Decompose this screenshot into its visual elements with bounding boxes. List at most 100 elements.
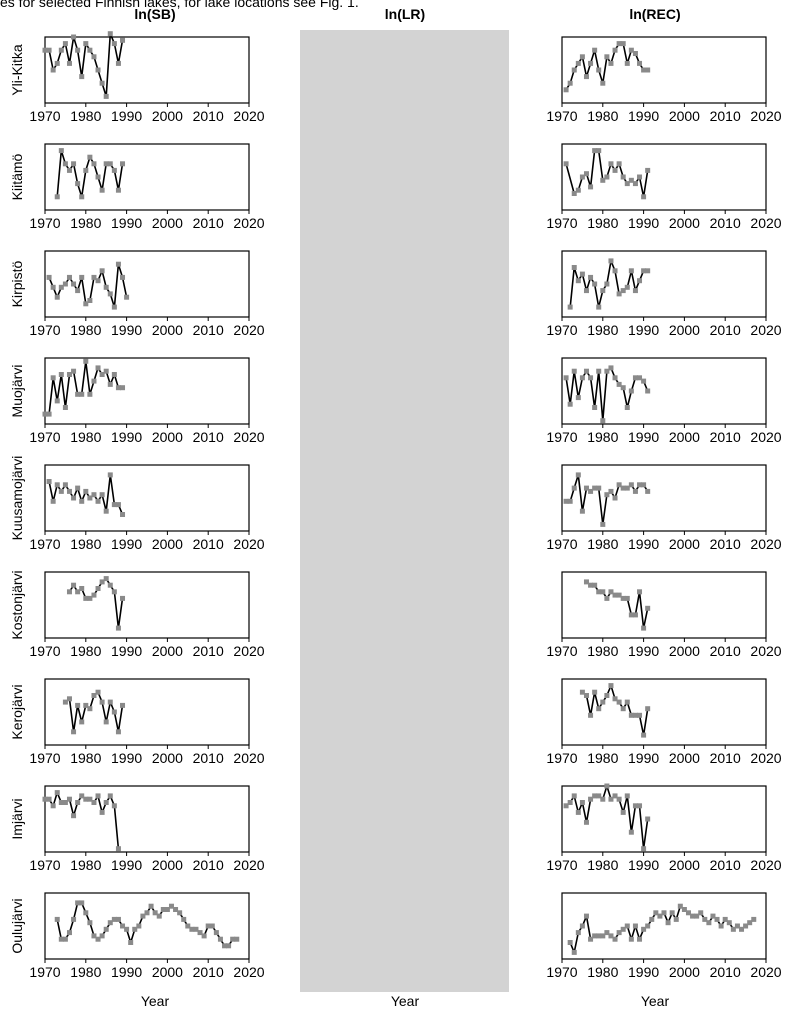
x-tick-label-kuusamoj-rvi-sb-2020: 2020 bbox=[233, 536, 264, 552]
data-point-ouluj-rvi-rec-1989 bbox=[637, 936, 643, 942]
x-tick-label-ouluj-rvi-sb-1990: 1990 bbox=[111, 964, 142, 980]
data-point-keroj-rvi-rec-1976 bbox=[583, 693, 589, 698]
data-point-kuusamoj-rvi-sb-1987 bbox=[111, 502, 117, 508]
data-point-yli-kitka-rec-1978 bbox=[592, 47, 598, 53]
data-point-muoj-rvi-sb-1975 bbox=[62, 405, 68, 410]
data-point-imj-rvi-rec-1982 bbox=[608, 796, 614, 802]
data-point-ouluj-rvi-rec-2004 bbox=[698, 910, 704, 916]
data-point-kuusamoj-rvi-sb-1989 bbox=[120, 512, 126, 517]
data-point-kostonj-rvi-rec-1979 bbox=[596, 589, 602, 595]
data-point-ouluj-rvi-rec-1995 bbox=[661, 910, 667, 916]
x-tick-label-keroj-rvi-sb-1970: 1970 bbox=[29, 750, 60, 766]
data-point-ouluj-rvi-rec-1979 bbox=[596, 933, 602, 939]
data-point-ouluj-rvi-sb-1977 bbox=[71, 916, 77, 922]
data-point-kuusamoj-rvi-sb-1975 bbox=[62, 482, 68, 488]
x-tick-label-kirpist--sb-1980: 1980 bbox=[70, 322, 101, 338]
x-tick-label-kuusamoj-rvi-rec-2010: 2010 bbox=[710, 536, 741, 552]
data-point-yli-kitka-rec-1981 bbox=[604, 54, 610, 60]
lr-column-band bbox=[300, 30, 509, 992]
x-tick-label-keroj-rvi-sb-1990: 1990 bbox=[111, 750, 142, 766]
data-point-imj-rvi-sb-1976 bbox=[66, 796, 72, 802]
x-tick-label-kirpist--rec-2020: 2020 bbox=[750, 322, 781, 338]
panel-frame-kuusamoj-rvi-rec bbox=[561, 464, 767, 532]
data-point-yli-kitka-sb-1982 bbox=[91, 54, 97, 60]
data-point-yli-kitka-rec-1977 bbox=[588, 60, 594, 66]
x-tick-label-muoj-rvi-rec-2010: 2010 bbox=[710, 429, 741, 445]
data-point-imj-rvi-sb-1982 bbox=[91, 800, 97, 805]
x-tick-label-kuusamoj-rvi-rec-2020: 2020 bbox=[750, 536, 781, 552]
data-point-ouluj-rvi-rec-1977 bbox=[588, 936, 594, 942]
data-point-imj-rvi-rec-1989 bbox=[637, 803, 643, 809]
x-tick-label-kuusamoj-rvi-sb-1970: 1970 bbox=[29, 536, 60, 552]
data-point-keroj-rvi-rec-1975 bbox=[579, 689, 585, 695]
data-point-kiit-m--sb-1987 bbox=[111, 167, 117, 173]
data-point-kuusamoj-rvi-rec-1981 bbox=[604, 492, 610, 498]
lake-label-kiit-m-: Kiitämö bbox=[9, 153, 25, 200]
x-tick-label-keroj-rvi-rec-1990: 1990 bbox=[628, 750, 659, 766]
data-point-keroj-rvi-rec-1978 bbox=[592, 689, 598, 695]
data-point-ouluj-rvi-rec-1991 bbox=[645, 923, 651, 929]
data-point-kiit-m--sb-1979 bbox=[79, 194, 85, 200]
data-point-kuusamoj-rvi-rec-1974 bbox=[575, 472, 581, 478]
lake-label-yli-kitka: Yli-Kitka bbox=[9, 44, 25, 96]
data-point-keroj-rvi-rec-1983 bbox=[612, 696, 618, 702]
x-tick-label-kostonj-rvi-sb-1970: 1970 bbox=[29, 643, 60, 659]
data-point-ouluj-rvi-rec-1983 bbox=[612, 936, 618, 942]
data-point-kuusamoj-rvi-rec-1989 bbox=[637, 482, 643, 488]
data-point-kirpist--sb-1978 bbox=[75, 288, 81, 294]
data-point-kirpist--sb-1988 bbox=[115, 261, 121, 267]
data-point-muoj-rvi-sb-1988 bbox=[115, 385, 121, 391]
x-tick-label-ouluj-rvi-rec-2000: 2000 bbox=[669, 964, 700, 980]
data-point-muoj-rvi-rec-1978 bbox=[592, 405, 598, 410]
data-point-keroj-rvi-rec-1977 bbox=[588, 712, 594, 718]
data-point-keroj-rvi-sb-1975 bbox=[62, 699, 68, 705]
data-point-keroj-rvi-rec-1988 bbox=[632, 712, 638, 718]
data-point-ouluj-rvi-rec-1997 bbox=[669, 910, 675, 916]
data-point-imj-rvi-rec-1972 bbox=[567, 800, 573, 805]
data-point-ouluj-rvi-sb-2005 bbox=[185, 923, 191, 929]
x-tick-label-kostonj-rvi-rec-2010: 2010 bbox=[710, 643, 741, 659]
lake-label-imj-rvi: Imjärvi bbox=[9, 798, 25, 839]
x-tick-label-imj-rvi-rec-2020: 2020 bbox=[750, 857, 781, 873]
data-point-muoj-rvi-sb-1976 bbox=[66, 372, 72, 377]
x-tick-label-kirpist--sb-1970: 1970 bbox=[29, 322, 60, 338]
x-tick-label-ouluj-rvi-sb-1980: 1980 bbox=[70, 964, 101, 980]
data-point-ouluj-rvi-rec-1987 bbox=[628, 936, 634, 942]
data-point-imj-rvi-sb-1987 bbox=[111, 803, 117, 809]
x-tick-label-keroj-rvi-rec-2000: 2000 bbox=[669, 750, 700, 766]
data-point-kiit-m--sb-1986 bbox=[107, 161, 113, 167]
data-point-imj-rvi-sb-1980 bbox=[83, 796, 89, 802]
data-point-muoj-rvi-sb-1979 bbox=[79, 391, 85, 397]
data-point-muoj-rvi-rec-1984 bbox=[616, 381, 622, 387]
data-point-kuusamoj-rvi-rec-1984 bbox=[616, 482, 622, 488]
data-point-kuusamoj-rvi-rec-1986 bbox=[624, 485, 630, 491]
data-point-imj-rvi-sb-1984 bbox=[99, 809, 105, 815]
series-line-kuusamoj-rvi-rec bbox=[566, 474, 649, 526]
data-point-kuusamoj-rvi-rec-1971 bbox=[563, 498, 569, 504]
x-tick-label-kostonj-rvi-rec-2000: 2000 bbox=[669, 643, 700, 659]
lake-label-keroj-rvi: Kerojärvi bbox=[9, 684, 25, 739]
x-tick-label-kuusamoj-rvi-rec-2000: 2000 bbox=[669, 536, 700, 552]
x-tick-label-keroj-rvi-sb-2020: 2020 bbox=[233, 750, 264, 766]
data-point-imj-rvi-rec-1978 bbox=[592, 793, 598, 799]
figure-caption: es for selected Finnish lakes, for lake … bbox=[0, 0, 359, 10]
data-point-imj-rvi-sb-1972 bbox=[50, 803, 56, 809]
x-tick-label-ouluj-rvi-sb-2020: 2020 bbox=[233, 964, 264, 980]
x-tick-label-muoj-rvi-rec-1980: 1980 bbox=[587, 429, 618, 445]
data-point-imj-rvi-rec-1986 bbox=[624, 793, 630, 799]
data-point-kuusamoj-rvi-sb-1974 bbox=[58, 488, 64, 494]
data-point-kiit-m--sb-1975 bbox=[62, 161, 68, 167]
data-point-kiit-m--sb-1973 bbox=[54, 194, 60, 200]
data-point-ouluj-rvi-sb-1976 bbox=[66, 930, 72, 936]
column-header-sb: ln(SB) bbox=[134, 6, 176, 22]
data-point-imj-rvi-rec-1984 bbox=[616, 796, 622, 802]
data-point-kirpist--rec-1987 bbox=[628, 268, 634, 274]
data-point-kostonj-rvi-sb-1980 bbox=[83, 595, 89, 601]
data-point-kirpist--rec-1985 bbox=[620, 288, 626, 294]
data-point-yli-kitka-rec-1976 bbox=[583, 74, 589, 80]
data-point-kirpist--rec-1991 bbox=[645, 268, 651, 274]
panel-frame-ouluj-rvi-sb bbox=[44, 892, 250, 960]
data-point-kiit-m--rec-1982 bbox=[608, 161, 614, 167]
data-point-keroj-rvi-sb-1977 bbox=[71, 729, 77, 735]
x-tick-label-kirpist--rec-1980: 1980 bbox=[587, 322, 618, 338]
